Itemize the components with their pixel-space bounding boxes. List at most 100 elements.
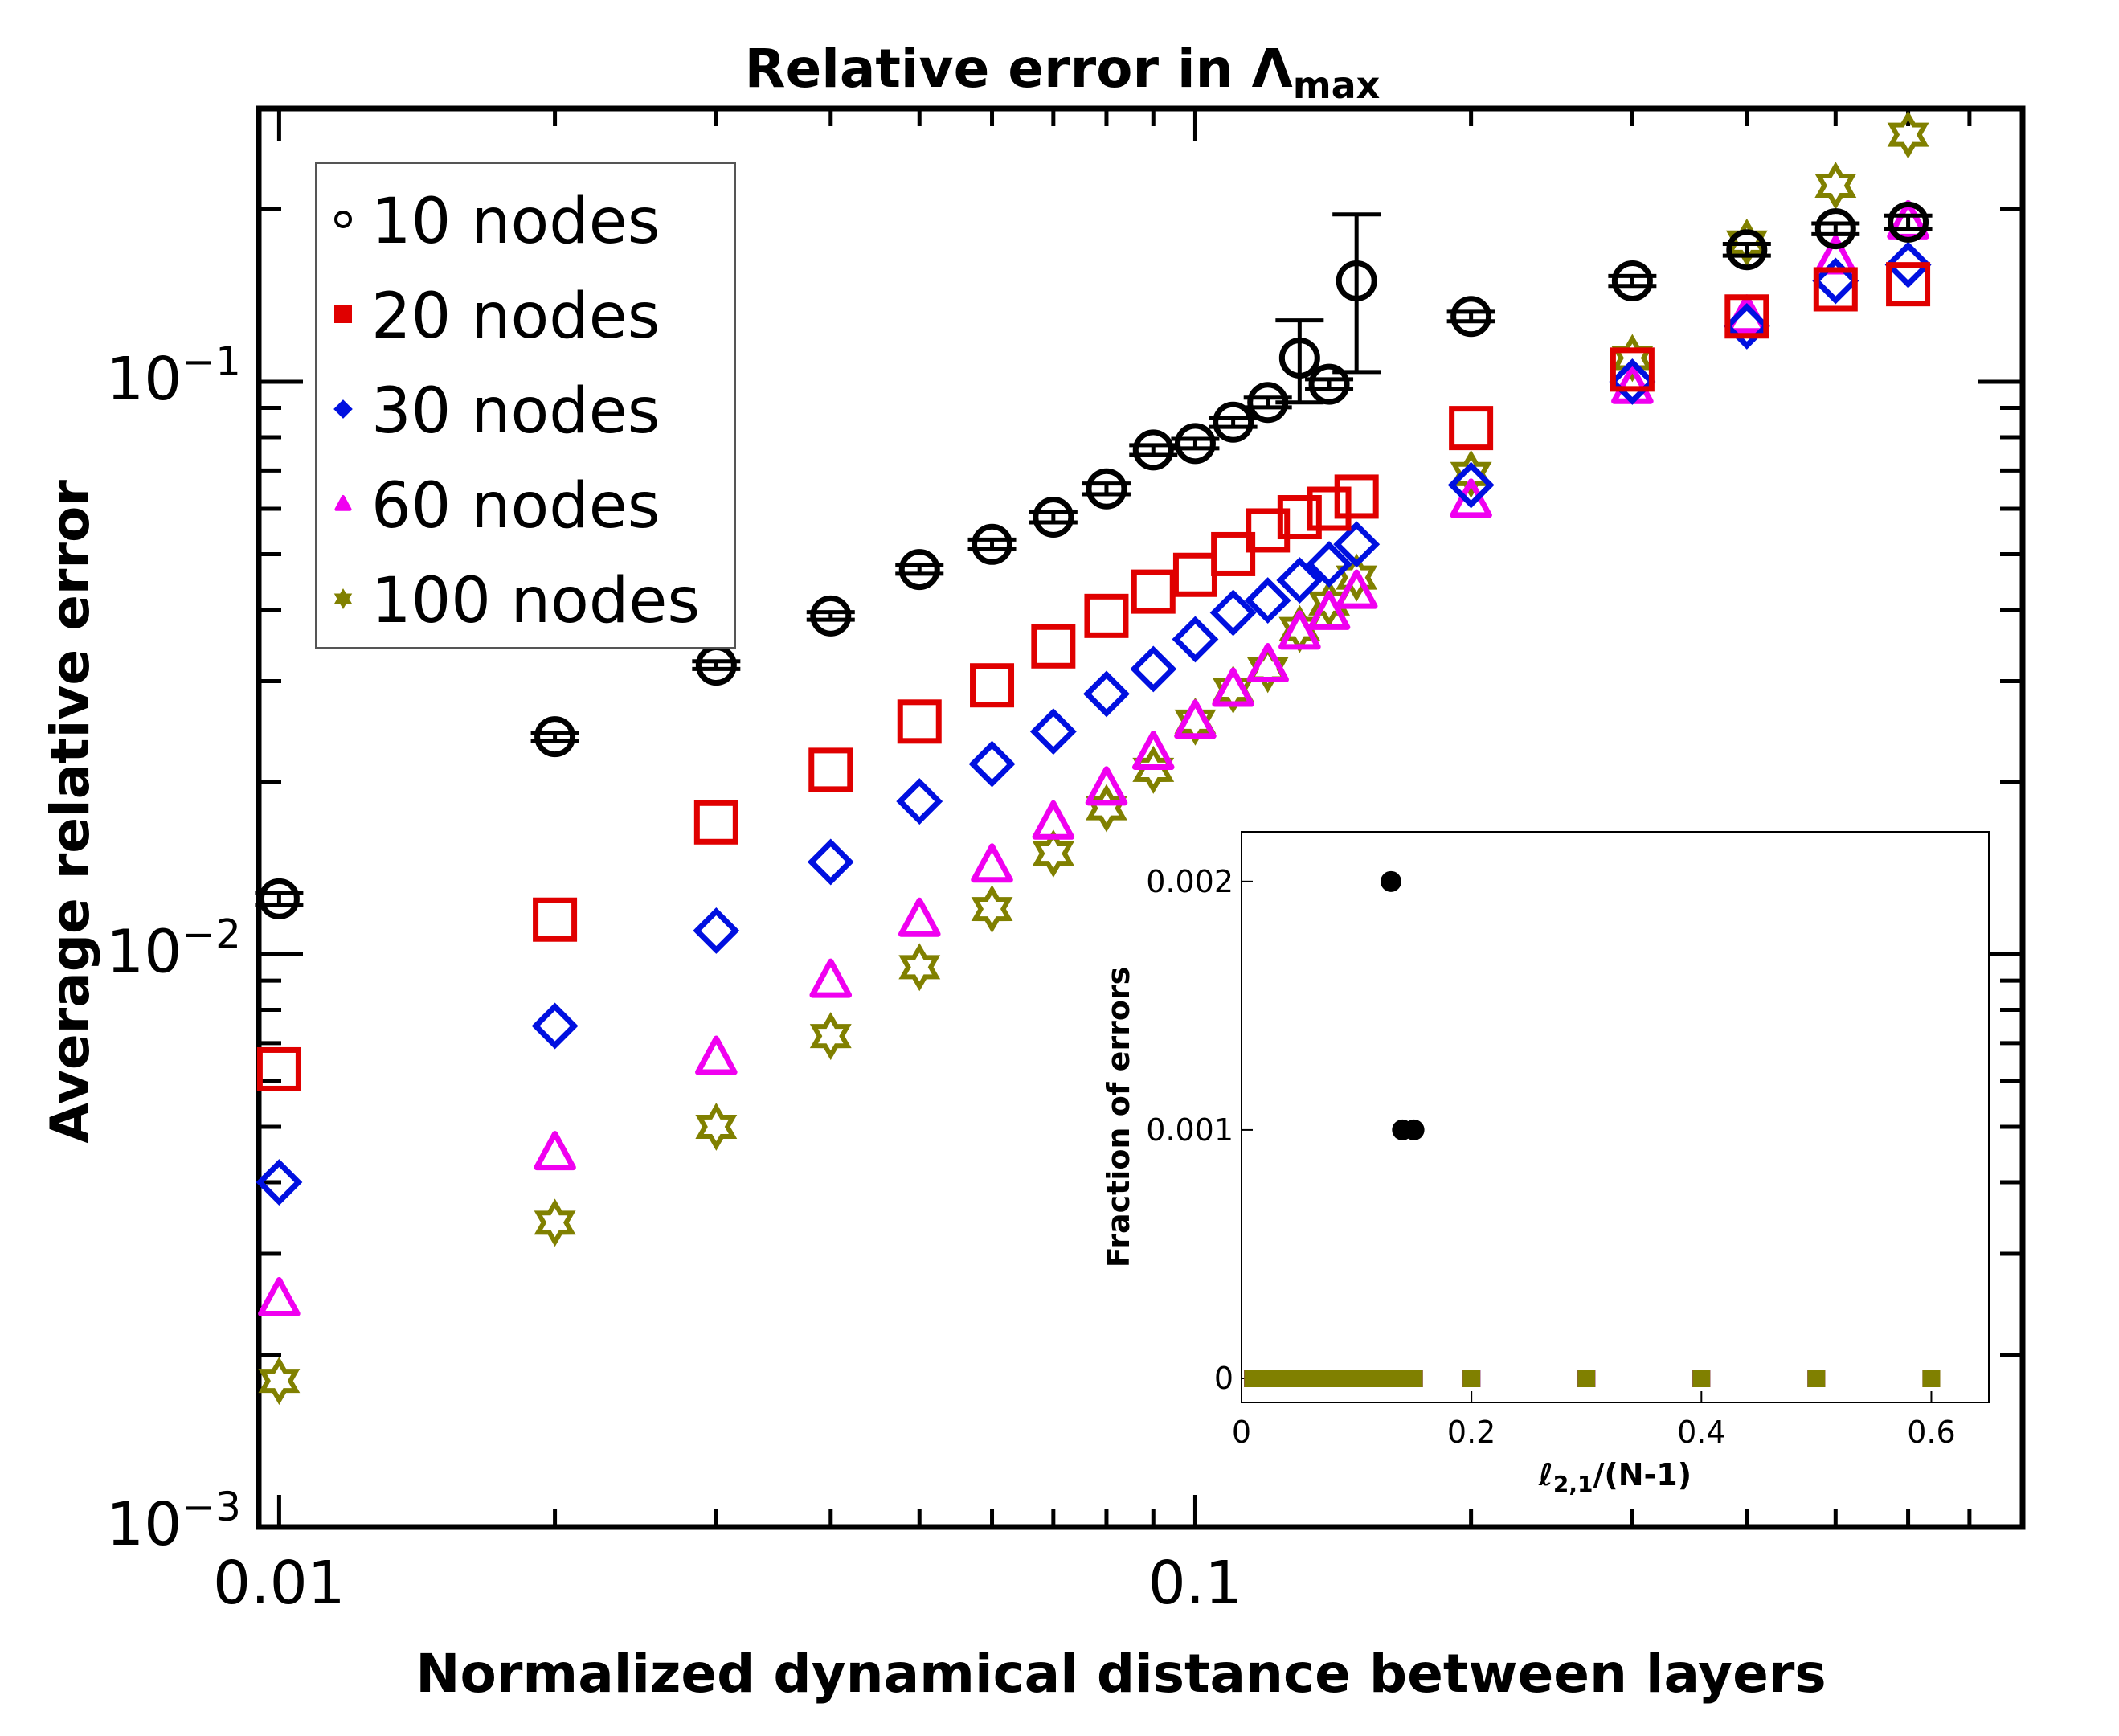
legend-label: 30 nodes <box>371 375 660 448</box>
data-point <box>1246 643 1290 683</box>
data-point <box>1213 401 1254 443</box>
data-point <box>1029 708 1077 755</box>
legend-marker <box>334 211 352 228</box>
inset-data-point <box>1577 1370 1596 1387</box>
data-point <box>1888 201 1929 243</box>
chart-title: Relative error in Λmax <box>745 38 1381 107</box>
data-point <box>533 897 578 942</box>
inset-x-tick-label: 0 <box>1232 1415 1251 1450</box>
inset-x-tick-label: 0.2 <box>1447 1415 1495 1450</box>
inset-data-point <box>1807 1370 1826 1387</box>
inset-chart: Fraction of errors ℓ2,1/(N-1) 0 0.2 0.4 0.6… <box>1101 831 1990 1497</box>
data-point <box>256 1046 301 1091</box>
data-point <box>1032 800 1075 840</box>
data-point <box>809 1012 852 1061</box>
data-point <box>1887 110 1929 159</box>
legend-item: 100 nodes <box>333 565 700 637</box>
main-axis-ticks: 0.01 0.1 10−3 10−2 10−1 <box>106 108 2025 1618</box>
data-point <box>1084 593 1129 638</box>
data-point <box>1726 229 1768 271</box>
data-point <box>534 716 576 758</box>
data-point <box>531 1002 579 1050</box>
inset-y-axis-label: Fraction of errors <box>1101 967 1136 1268</box>
data-point <box>258 1276 301 1316</box>
data-point <box>1085 766 1128 806</box>
data-point <box>809 958 853 998</box>
data-point <box>1278 337 1320 379</box>
legend-marker <box>334 305 352 323</box>
legend-item: 10 nodes <box>334 186 660 258</box>
legend-label: 20 nodes <box>371 280 660 353</box>
data-point <box>807 838 854 886</box>
data-point <box>1336 260 1377 301</box>
data-point <box>1813 267 1858 312</box>
data-point <box>1725 218 1768 267</box>
data-point <box>1887 199 1929 240</box>
data-point <box>1174 697 1217 746</box>
data-point <box>1278 610 1321 650</box>
data-point <box>810 595 852 637</box>
y-axis-label: Average relative error <box>39 480 101 1144</box>
data-point <box>1246 645 1289 694</box>
data-point <box>1209 589 1257 637</box>
series-20-nodes <box>256 262 1931 1091</box>
data-point <box>1307 590 1351 630</box>
data-point <box>1212 667 1254 707</box>
data-point <box>1308 363 1350 405</box>
data-point <box>971 843 1013 883</box>
inset-data-point <box>1922 1370 1941 1387</box>
data-point <box>1307 486 1352 531</box>
data-point <box>1724 294 1769 339</box>
data-point <box>1174 699 1217 739</box>
inset-data-point <box>1403 1119 1425 1140</box>
series-30-nodes <box>256 241 1932 1206</box>
data-point <box>808 747 853 792</box>
inset-data-point <box>1381 870 1401 892</box>
inset-x-axis-label: ℓ2,1/(N-1) <box>1538 1457 1692 1497</box>
x-axis-label: Normalized dynamical distance between la… <box>415 1643 1826 1705</box>
data-point <box>970 663 1015 708</box>
main-plot-frame <box>256 105 2026 1530</box>
series-10-nodes <box>255 201 1933 919</box>
data-point <box>968 740 1016 788</box>
data-point <box>1812 257 1859 305</box>
data-point <box>972 523 1013 565</box>
inset-data-point <box>1405 1370 1423 1387</box>
data-point <box>1132 429 1174 471</box>
inset-data-point <box>1692 1370 1711 1387</box>
data-point <box>1306 541 1352 588</box>
data-point <box>1211 531 1256 576</box>
data-point <box>693 907 740 954</box>
data-point <box>898 943 941 992</box>
data-point <box>1172 616 1219 663</box>
data-point <box>1277 495 1322 540</box>
inset-series-100-nodes <box>1244 1370 1941 1387</box>
legend-box <box>315 162 736 649</box>
data-point <box>1033 497 1074 538</box>
data-point <box>1244 577 1291 624</box>
inset-data-point <box>1462 1370 1481 1387</box>
legend-label: 10 nodes <box>371 186 660 258</box>
data-point <box>1246 508 1291 553</box>
data-point <box>971 885 1013 934</box>
data-point <box>256 1159 303 1206</box>
inset-series <box>1244 870 1941 1387</box>
data-point <box>1032 829 1074 878</box>
data-point <box>1131 569 1176 614</box>
inset-x-tick-label: 0.4 <box>1677 1415 1725 1450</box>
inset-y-tick-label: 0.002 <box>1146 864 1233 899</box>
data-point <box>1174 423 1216 465</box>
data-point <box>1814 162 1857 210</box>
data-point <box>1130 645 1177 693</box>
data-point <box>898 897 941 937</box>
y-tick-label: 10−2 <box>106 911 241 986</box>
legend-marker <box>334 495 352 511</box>
data-point <box>534 1198 576 1247</box>
y-tick-label: 10−1 <box>106 338 241 414</box>
data-point <box>693 800 738 845</box>
data-point <box>1450 296 1492 338</box>
legend-item: 30 nodes <box>333 375 660 448</box>
legend-item: 20 nodes <box>334 280 660 353</box>
data-point <box>896 778 943 825</box>
